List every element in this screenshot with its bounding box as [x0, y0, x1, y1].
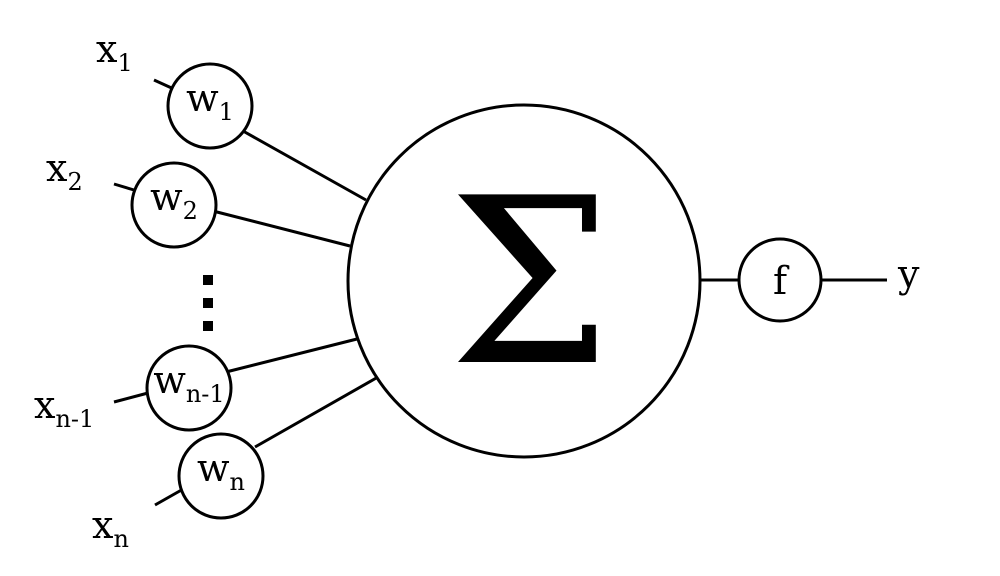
weight-node-n: wn: [177, 432, 265, 520]
weight-label-n: wn: [197, 446, 245, 496]
summation-node: Σ: [346, 103, 702, 459]
weight-label-2: w2: [150, 175, 198, 225]
sigma-symbol: Σ: [449, 150, 612, 417]
input-line-n-1: [113, 391, 149, 404]
weight-node-2: w2: [130, 161, 218, 249]
weight-node-1: w1: [166, 62, 254, 150]
input-label-2: x2: [46, 146, 83, 196]
weight-to-sum-line-2: [212, 209, 351, 248]
input-label-1: x1: [96, 27, 133, 77]
activation-label: f: [773, 259, 790, 303]
input-line-n: [154, 486, 186, 507]
weight-label-n-1: wn-1: [153, 358, 224, 408]
weight-to-sum-line-n: [254, 375, 379, 449]
weight-to-sum-line-n-1: [225, 337, 358, 374]
input-label-n-1: xn-1: [34, 383, 94, 433]
input-label-n: xn: [92, 503, 129, 553]
ellipsis-dots: [203, 275, 213, 331]
weight-label-1: w1: [186, 76, 234, 126]
input-line-2: [113, 182, 135, 192]
activation-node: f: [737, 237, 823, 323]
weight-to-sum-line-1: [242, 129, 367, 202]
output-label: y: [897, 252, 920, 296]
weight-node-n-1: wn-1: [145, 344, 233, 432]
